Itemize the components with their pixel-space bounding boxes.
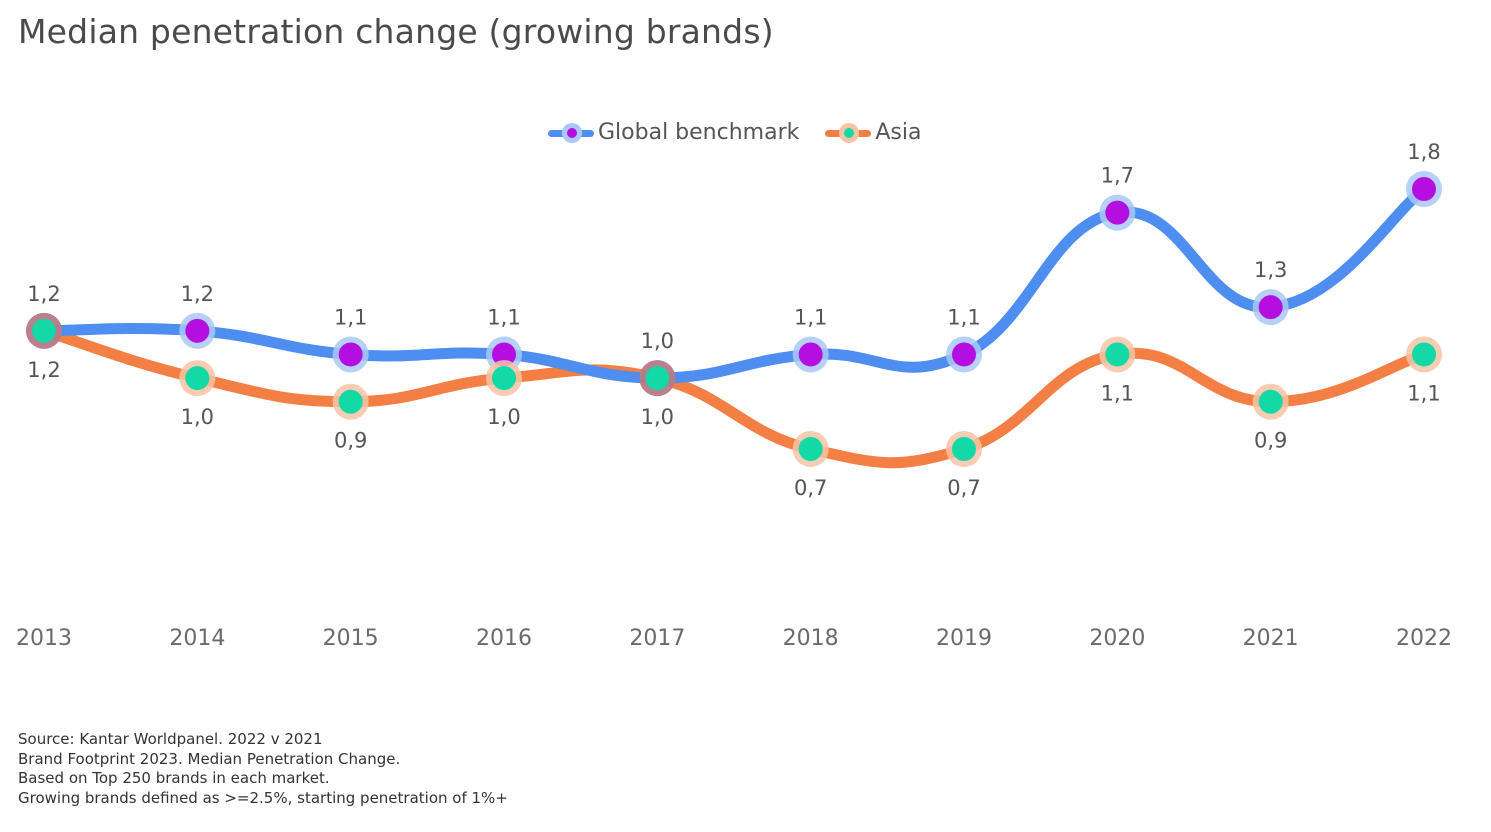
chart-legend: Global benchmark Asia — [548, 120, 947, 145]
marker-dot-asia-2022 — [1412, 342, 1436, 367]
marker-dot-asia-2016 — [492, 366, 516, 391]
marker-dot-global-2015 — [338, 342, 363, 367]
marker-dot-asia-2020 — [1105, 342, 1130, 367]
data-label-asia-2014: 1,0 — [181, 405, 214, 429]
marker-dot-asia-2017 — [645, 366, 670, 391]
data-label-global-2021: 1,3 — [1254, 258, 1287, 282]
data-label-asia-2021: 0,9 — [1254, 429, 1287, 453]
data-label-asia-2017: 1,0 — [641, 405, 674, 429]
data-label-asia-2018: 0,7 — [794, 476, 827, 500]
data-label-global-2022: 1,8 — [1407, 140, 1440, 164]
chart-footnotes: Source: Kantar Worldpanel. 2022 v 2021 B… — [18, 730, 508, 808]
data-label-global-2016: 1,1 — [487, 305, 520, 329]
x-tick-label-2020: 2020 — [1089, 626, 1145, 651]
x-tick-label-2015: 2015 — [323, 626, 379, 651]
marker-dot-asia-2019 — [952, 437, 976, 461]
marker-dot-global-2021 — [1258, 295, 1283, 320]
data-label-global-2015: 1,1 — [334, 305, 367, 329]
series-line-global — [38, 183, 1430, 384]
series-line-asia — [38, 325, 1430, 469]
marker-dot-global-2020 — [1105, 200, 1130, 225]
x-tick-label-2014: 2014 — [169, 626, 225, 651]
marker-dot-global-2016 — [492, 342, 516, 367]
legend-item-global[interactable]: Global benchmark — [548, 120, 799, 145]
marker-dot-asia-2021 — [1258, 389, 1283, 414]
marker-dot-asia-2014 — [185, 366, 210, 391]
data-label-global-2020: 1,7 — [1101, 164, 1134, 188]
footnote-definition: Growing brands defined as >=2.5%, starti… — [18, 788, 508, 807]
data-label-asia-2020: 1,1 — [1101, 381, 1134, 405]
data-label-asia-2013: 1,2 — [27, 358, 60, 382]
x-tick-label-2019: 2019 — [936, 626, 992, 651]
footnote-study: Brand Footprint 2023. Median Penetration… — [18, 749, 401, 768]
legend-swatch-global — [548, 122, 594, 143]
x-tick-label-2018: 2018 — [783, 626, 839, 651]
data-label-asia-2015: 0,9 — [334, 429, 367, 453]
data-label-asia-2022: 1,1 — [1407, 381, 1440, 405]
marker-dot-asia-2018 — [798, 437, 823, 461]
footnote-base: Based on Top 250 brands in each market. — [18, 769, 330, 787]
marker-dot-global-2019 — [952, 342, 976, 367]
x-tick-label-2016: 2016 — [476, 626, 532, 651]
marker-dot-global-2014 — [185, 318, 210, 343]
data-label-global-2018: 1,1 — [794, 305, 827, 329]
x-tick-label-2022: 2022 — [1396, 626, 1452, 651]
data-label-asia-2016: 1,0 — [487, 405, 520, 429]
marker-dot-asia-2013 — [32, 318, 56, 343]
legend-label-asia: Asia — [875, 120, 922, 145]
data-label-asia-2019: 0,7 — [947, 476, 980, 500]
legend-swatch-asia — [825, 122, 872, 143]
x-tick-label-2013: 2013 — [16, 626, 72, 651]
legend-label-global: Global benchmark — [598, 120, 800, 145]
x-tick-label-2017: 2017 — [629, 626, 685, 651]
legend-item-asia[interactable]: Asia — [825, 120, 921, 145]
data-label-global-2013: 1,2 — [27, 282, 60, 306]
marker-dot-global-2022 — [1412, 177, 1436, 201]
chart-title: Median penetration change (growing brand… — [18, 12, 774, 51]
footnote-source: Source: Kantar Worldpanel. 2022 v 2021 — [18, 730, 323, 748]
marker-dot-asia-2015 — [338, 389, 363, 414]
x-tick-label-2021: 2021 — [1243, 626, 1299, 651]
marker-dot-global-2018 — [798, 342, 823, 367]
data-label-global-2017: 1,0 — [641, 329, 674, 353]
data-label-global-2019: 1,1 — [947, 305, 980, 329]
data-label-global-2014: 1,2 — [181, 282, 214, 306]
